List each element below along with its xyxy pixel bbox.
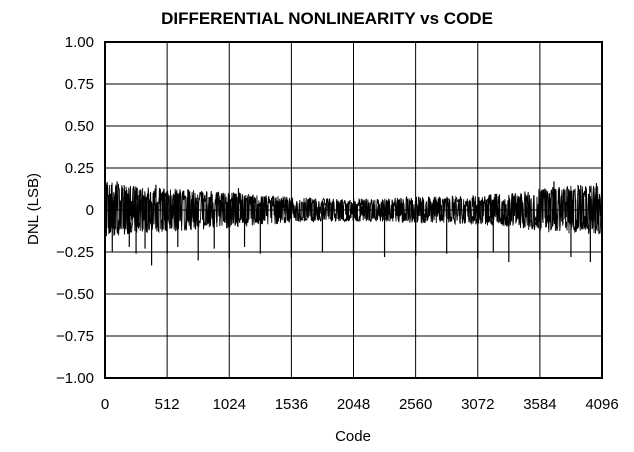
x-axis-label: Code [335, 428, 371, 445]
y-tick-label: −1.00 [56, 370, 94, 387]
x-tick-label: 4096 [585, 396, 618, 413]
y-tick-label: 0 [86, 202, 94, 219]
x-axis-ticks: 0 512 1024 1536 2048 2560 3072 3584 4096 [101, 396, 619, 413]
plot-frame [104, 41, 603, 379]
y-tick-label: −0.75 [56, 328, 94, 345]
y-tick-label: 0.75 [65, 76, 94, 93]
plot-area [104, 181, 603, 266]
y-axis-ticks: 1.00 0.75 0.50 0.25 0 −0.25 −0.50 −0.75 −1.00 [56, 34, 94, 387]
x-tick-label: 2048 [337, 396, 370, 413]
x-tick-label: 2560 [399, 396, 432, 413]
y-tick-label: 0.25 [65, 160, 94, 177]
x-tick-label: 3584 [523, 396, 556, 413]
y-tick-label: 1.00 [65, 34, 94, 51]
y-tick-label: −0.25 [56, 244, 94, 261]
x-tick-label: 512 [155, 396, 180, 413]
y-tick-label: −0.50 [56, 286, 94, 303]
chart-title: DIFFERENTIAL NONLINEARITY vs CODE [161, 9, 493, 28]
y-tick-label: 0.50 [65, 118, 94, 135]
y-axis-label: DNL (LSB) [25, 173, 42, 245]
x-tick-label: 1536 [275, 396, 308, 413]
x-tick-label: 1024 [213, 396, 246, 413]
dnl-series-line-fill [104, 181, 603, 236]
x-tick-label: 3072 [461, 396, 494, 413]
x-tick-label: 0 [101, 396, 109, 413]
